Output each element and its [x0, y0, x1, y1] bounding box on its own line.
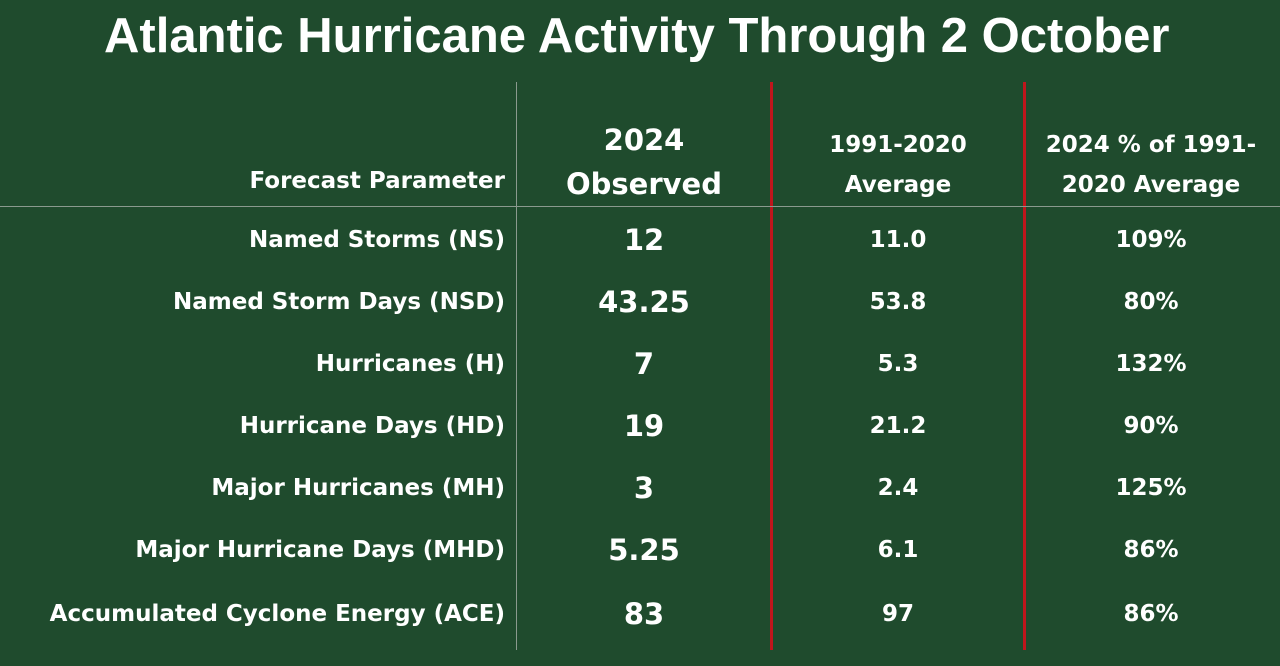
- table-row: Major Hurricane Days (MHD) 5.25 6.1 86%: [0, 519, 1280, 581]
- table-row: Hurricanes (H) 7 5.3 132%: [0, 333, 1280, 395]
- row-parameter: Accumulated Cyclone Energy (ACE): [49, 601, 505, 627]
- row-observed: 5.25: [608, 533, 680, 567]
- row-percent: 90%: [1123, 413, 1179, 439]
- header-observed-line-2: Observed: [566, 167, 722, 201]
- row-percent: 132%: [1115, 351, 1187, 377]
- column-divider-red-2: [1023, 82, 1026, 650]
- header-divider: [0, 206, 1280, 207]
- row-percent: 80%: [1123, 289, 1179, 315]
- row-average: 21.2: [869, 413, 927, 439]
- row-percent: 86%: [1123, 601, 1179, 627]
- row-average: 11.0: [869, 227, 927, 253]
- row-parameter: Named Storms (NS): [248, 227, 505, 253]
- header-average-line-2: Average: [844, 172, 952, 198]
- row-observed: 7: [633, 347, 655, 381]
- column-divider-red-1: [770, 82, 773, 650]
- header-average: 1991-2020 Average: [773, 125, 1023, 205]
- row-parameter: Major Hurricane Days (MHD): [135, 537, 505, 563]
- table-row: Hurricane Days (HD) 19 21.2 90%: [0, 395, 1280, 457]
- row-parameter: Major Hurricanes (MH): [211, 475, 505, 501]
- table-row: Named Storm Days (NSD) 43.25 53.8 80%: [0, 271, 1280, 333]
- row-average: 53.8: [869, 289, 927, 315]
- header-forecast-parameter: Forecast Parameter: [249, 168, 506, 194]
- header-percent-line-1: 2024 % of 1991-: [1045, 132, 1257, 158]
- table-row: Named Storms (NS) 12 11.0 109%: [0, 209, 1280, 271]
- row-average: 2.4: [877, 475, 919, 501]
- row-parameter: Named Storm Days (NSD): [172, 289, 505, 315]
- header-percent-line-2: 2020 Average: [1061, 172, 1241, 198]
- header-observed-line-1: 2024: [603, 123, 685, 157]
- row-average: 5.3: [877, 351, 919, 377]
- row-observed: 3: [633, 471, 655, 505]
- header-average-line-1: 1991-2020: [829, 132, 967, 158]
- row-observed: 12: [623, 223, 665, 257]
- row-observed: 19: [623, 409, 665, 443]
- row-average: 6.1: [877, 537, 919, 563]
- row-percent: 109%: [1115, 227, 1187, 253]
- table-row: Accumulated Cyclone Energy (ACE) 83 97 8…: [0, 583, 1280, 645]
- table-row: Major Hurricanes (MH) 3 2.4 125%: [0, 457, 1280, 519]
- row-observed: 83: [623, 597, 665, 631]
- row-percent: 86%: [1123, 537, 1179, 563]
- slide-title: Atlantic Hurricane Activity Through 2 Oc…: [104, 9, 1170, 63]
- row-average: 97: [881, 601, 914, 627]
- row-percent: 125%: [1115, 475, 1187, 501]
- row-observed: 43.25: [598, 285, 690, 319]
- header-observed: 2024 Observed: [518, 118, 770, 206]
- row-parameter: Hurricanes (H): [315, 351, 505, 377]
- column-divider-gray: [516, 82, 517, 650]
- row-parameter: Hurricane Days (HD): [239, 413, 505, 439]
- header-percent: 2024 % of 1991- 2020 Average: [1026, 125, 1276, 205]
